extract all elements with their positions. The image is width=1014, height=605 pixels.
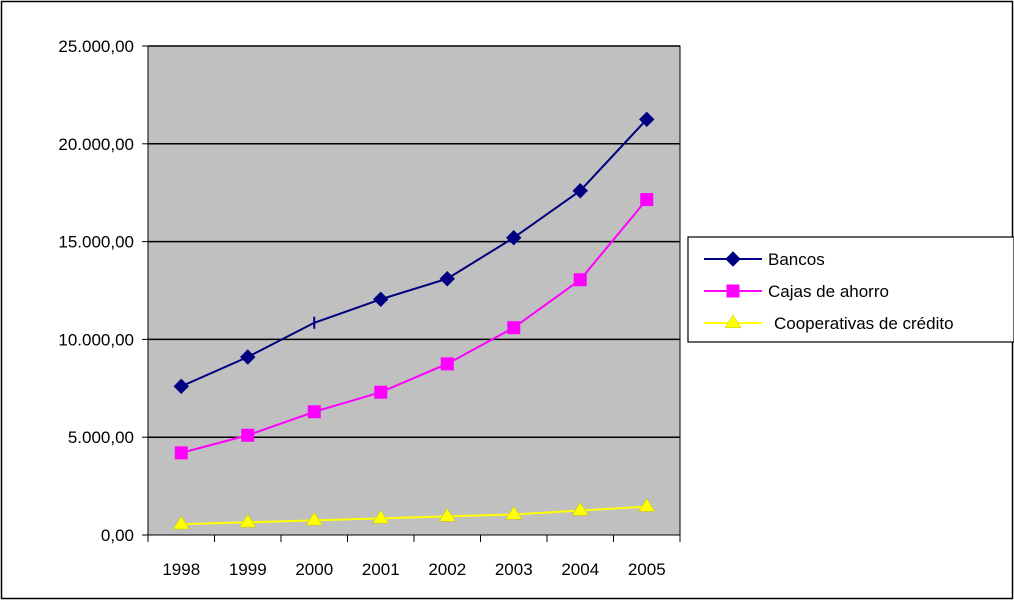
y-tick-label: 5.000,00 [68, 428, 134, 447]
x-tick-label: 2002 [428, 560, 466, 579]
y-tick-label: 0,00 [101, 526, 134, 545]
series-point [307, 405, 321, 419]
x-tick-label: 1998 [162, 560, 200, 579]
y-tick-label: 10.000,00 [58, 330, 134, 349]
legend-label: Cajas de ahorro [768, 282, 889, 301]
series-point [505, 505, 523, 520]
plot-area [147, 45, 681, 536]
series-point [440, 357, 454, 371]
series-point [507, 321, 521, 335]
y-tick-label: 20.000,00 [58, 135, 134, 154]
x-tick-label: 2004 [561, 560, 599, 579]
series-point [506, 229, 522, 246]
legend-label: Cooperativas de crédito [774, 314, 954, 333]
series-point [438, 507, 456, 522]
x-tick-label: 2001 [362, 560, 400, 579]
series-point [639, 111, 655, 128]
series-point [572, 183, 588, 199]
series-point [439, 271, 455, 287]
series-point [372, 509, 390, 524]
x-tick-label: 2000 [295, 560, 333, 579]
legend-marker [726, 284, 740, 298]
series-point [174, 446, 188, 460]
series-line [180, 198, 648, 454]
x-tick-label: 1999 [229, 560, 267, 579]
y-tick-label: 25.000,00 [58, 37, 134, 56]
series-point [640, 193, 654, 207]
legend-marker [724, 314, 742, 329]
x-tick-label: 2003 [495, 560, 533, 579]
series-line [180, 118, 648, 388]
series-point [571, 502, 589, 516]
series-point [373, 291, 389, 308]
series-point [239, 513, 257, 528]
series-line [181, 505, 647, 526]
series-point [240, 349, 256, 365]
x-tick-label: 2005 [628, 560, 666, 579]
series-point [173, 378, 189, 395]
series-point [241, 428, 255, 442]
legend-marker [725, 251, 741, 267]
series-point [172, 515, 190, 530]
legend-label: Bancos [768, 250, 825, 269]
series-point [305, 511, 323, 526]
series-point [638, 498, 656, 512]
legend [687, 236, 1014, 343]
series-point [573, 273, 587, 287]
y-tick-label: 15.000,00 [58, 233, 134, 252]
series-point [374, 385, 388, 399]
